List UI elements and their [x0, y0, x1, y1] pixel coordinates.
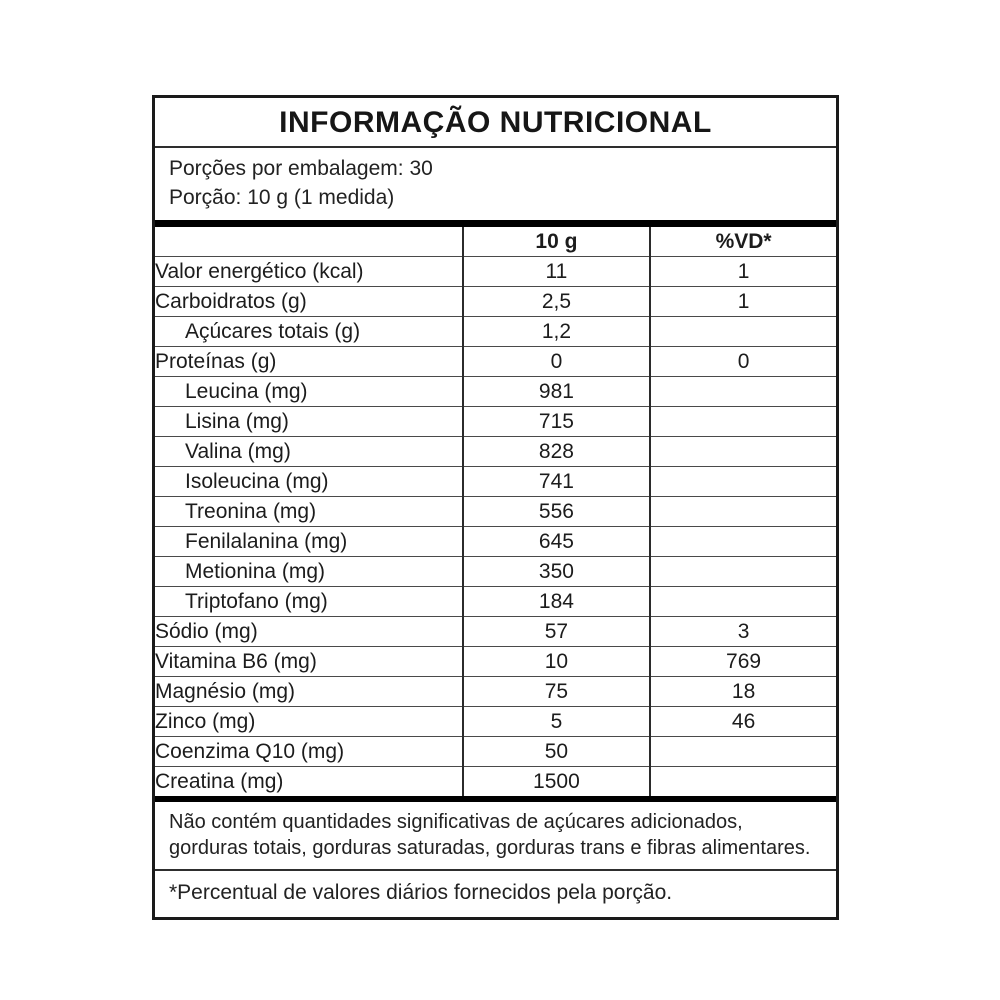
nutrient-daily-value: 18: [649, 676, 836, 707]
table-row: Zinco (mg) 5 46: [155, 706, 836, 737]
nutrient-daily-value: 3: [649, 616, 836, 647]
nutrient-label: Carboidratos (g): [155, 286, 463, 317]
nutrient-amount: 1500: [461, 766, 651, 796]
nutrient-amount: 184: [461, 586, 651, 617]
no-significant-amounts-note: Não contém quantidades significativas de…: [155, 802, 836, 871]
nutrient-label: Treonina (mg): [155, 496, 463, 527]
table-row: Isoleucina (mg) 741: [155, 466, 836, 497]
table-row: Vitamina B6 (mg) 10 769: [155, 646, 836, 677]
nutrient-amount: 11: [461, 256, 651, 287]
nutrient-amount: 50: [461, 736, 651, 767]
servings-per-package: Porções por embalagem: 30: [169, 157, 433, 180]
nutrient-label: Valina (mg): [155, 436, 463, 467]
header-amount-per-serving: 10 g: [461, 227, 651, 257]
table-row: Creatina (mg) 1500: [155, 766, 836, 796]
nutrition-table: 10 g %VD* Valor energético (kcal) 11 1 Carb…: [155, 227, 836, 796]
nutrient-daily-value: 46: [649, 706, 836, 737]
nutrient-amount: 981: [461, 376, 651, 407]
nutrient-label: Zinco (mg): [155, 706, 463, 737]
nutrient-daily-value: [649, 586, 836, 617]
nutrient-daily-value: 769: [649, 646, 836, 677]
nutrient-daily-value: [649, 736, 836, 767]
table-row: Valor energético (kcal) 11 1: [155, 256, 836, 287]
nutrient-amount: 75: [461, 676, 651, 707]
nutrient-label: Proteínas (g): [155, 346, 463, 377]
table-header-row: 10 g %VD*: [155, 227, 836, 257]
nutrient-label: Sódio (mg): [155, 616, 463, 647]
nutrient-daily-value: [649, 316, 836, 347]
nutrient-amount: 828: [461, 436, 651, 467]
nutrient-daily-value: [649, 376, 836, 407]
nutrient-daily-value: 0: [649, 346, 836, 377]
table-row: Coenzima Q10 (mg) 50: [155, 736, 836, 767]
nutrient-daily-value: [649, 526, 836, 557]
nutrient-amount: 2,5: [461, 286, 651, 317]
serving-info: Porções por embalagem: 30 Porção: 10 g (…: [155, 148, 836, 220]
nutrition-label: INFORMAÇÃO NUTRICIONAL Porções por embal…: [152, 95, 839, 920]
nutrient-amount: 10: [461, 646, 651, 677]
table-row: Fenilalanina (mg) 645: [155, 526, 836, 557]
nutrient-label: Triptofano (mg): [155, 586, 463, 617]
nutrient-label: Açúcares totais (g): [155, 316, 463, 347]
table-body: Valor energético (kcal) 11 1 Carboidratos (…: [155, 256, 836, 796]
table-row: Valina (mg) 828: [155, 436, 836, 467]
nutrient-label: Creatina (mg): [155, 766, 463, 796]
divider-thick-bottom: [155, 796, 836, 802]
table-row: Lisina (mg) 715: [155, 406, 836, 437]
table-row: Leucina (mg) 981: [155, 376, 836, 407]
nutrient-label: Magnésio (mg): [155, 676, 463, 707]
nutrient-label: Valor energético (kcal): [155, 256, 463, 287]
table-row: Sódio (mg) 57 3: [155, 616, 836, 647]
table-row: Proteínas (g) 0 0: [155, 346, 836, 377]
nutrient-label: Metionina (mg): [155, 556, 463, 587]
nutrient-amount: 741: [461, 466, 651, 497]
nutrient-daily-value: [649, 496, 836, 527]
table-row: Metionina (mg) 350: [155, 556, 836, 587]
nutrient-amount: 556: [461, 496, 651, 527]
divider-thick-top: [155, 220, 836, 227]
nutrient-label: Lisina (mg): [155, 406, 463, 437]
header-nutrient-column: [155, 227, 463, 257]
table-row: Açúcares totais (g) 1,2: [155, 316, 836, 347]
nutrient-daily-value: [649, 766, 836, 796]
nutrient-daily-value: [649, 406, 836, 437]
nutrient-amount: 57: [461, 616, 651, 647]
serving-size: Porção: 10 g (1 medida): [169, 186, 395, 209]
nutrient-label: Coenzima Q10 (mg): [155, 736, 463, 767]
label-title: INFORMAÇÃO NUTRICIONAL: [155, 98, 836, 148]
nutrient-label: Isoleucina (mg): [155, 466, 463, 497]
table-row: Treonina (mg) 556: [155, 496, 836, 527]
table-row: Carboidratos (g) 2,5 1: [155, 286, 836, 317]
nutrient-amount: 715: [461, 406, 651, 437]
nutrient-label: Leucina (mg): [155, 376, 463, 407]
nutrient-daily-value: 1: [649, 286, 836, 317]
nutrient-daily-value: [649, 466, 836, 497]
nutrient-amount: 0: [461, 346, 651, 377]
table-row: Magnésio (mg) 75 18: [155, 676, 836, 707]
nutrient-label: Fenilalanina (mg): [155, 526, 463, 557]
header-daily-value-percent: %VD*: [649, 227, 836, 257]
nutrient-amount: 350: [461, 556, 651, 587]
nutrient-daily-value: [649, 556, 836, 587]
nutrient-amount: 645: [461, 526, 651, 557]
nutrient-amount: 5: [461, 706, 651, 737]
table-row: Triptofano (mg) 184: [155, 586, 836, 617]
nutrient-amount: 1,2: [461, 316, 651, 347]
nutrient-daily-value: 1: [649, 256, 836, 287]
nutrient-daily-value: [649, 436, 836, 467]
daily-values-note: *Percentual de valores diários fornecido…: [169, 881, 673, 904]
nutrient-label: Vitamina B6 (mg): [155, 646, 463, 677]
